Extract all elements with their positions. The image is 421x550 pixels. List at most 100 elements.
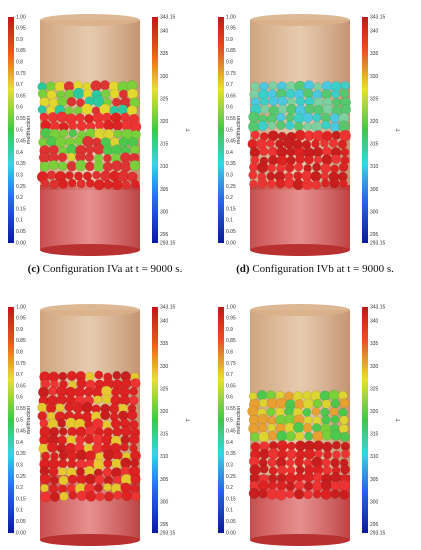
particle <box>259 146 269 157</box>
particle <box>312 490 322 499</box>
particle <box>257 423 268 433</box>
particle <box>268 480 277 490</box>
particle <box>259 464 269 474</box>
particle <box>67 426 77 437</box>
meltfraction-colorbar <box>8 17 14 243</box>
particle <box>111 458 123 469</box>
particle <box>285 458 295 467</box>
meltfraction-tick-label: 0.2 <box>226 195 233 201</box>
particle <box>57 419 67 428</box>
particle <box>329 407 339 417</box>
particle <box>130 474 141 485</box>
meltfraction-tick-label: 0.75 <box>16 71 26 77</box>
particle <box>131 491 141 501</box>
particle <box>85 371 95 382</box>
particle <box>250 432 260 442</box>
particle <box>321 458 331 468</box>
cylinder-bottom <box>250 534 350 546</box>
particle <box>312 480 323 492</box>
particle <box>58 178 69 189</box>
meltfraction-tick-label: 0.3 <box>226 173 233 179</box>
particle <box>58 458 68 469</box>
meltfraction-tick-label: 0.4 <box>16 440 23 446</box>
temperature-tick-label: 330 <box>160 364 169 370</box>
particle <box>330 415 340 424</box>
particle <box>100 89 111 99</box>
particle <box>322 103 334 115</box>
temperature-title: T <box>186 418 192 422</box>
particle <box>276 120 286 130</box>
particle <box>127 88 139 100</box>
caption-label: (c) <box>28 263 41 275</box>
meltfraction-tick-label: 0.25 <box>16 474 26 480</box>
particle <box>46 81 57 92</box>
particle <box>47 441 59 453</box>
particle <box>267 448 280 460</box>
particle <box>249 179 258 189</box>
meltfraction-tick-label: 0.35 <box>226 161 236 167</box>
particle <box>113 490 123 500</box>
caption-label: (d) <box>236 263 250 275</box>
particle <box>68 491 78 500</box>
particle <box>85 161 95 172</box>
meltfraction-tick-label: 0.00 <box>226 530 236 536</box>
panel: 1.00 0.95 0.9 0.85 0.8 0.75 0.7 0.65 0.6 0.55 0.5 0… <box>8 304 192 546</box>
meltfraction-tick-label: 0.00 <box>16 530 26 536</box>
meltfraction-tick-label: 0.55 <box>16 406 26 412</box>
meltfraction-tick-label: 1.00 <box>16 14 26 20</box>
particle <box>338 479 351 492</box>
temperature-tick-label: 310 <box>370 454 379 460</box>
meltfraction-tick-label: 0.85 <box>16 338 26 344</box>
meltfraction-tick-label: 0.85 <box>226 338 236 344</box>
meltfraction-tick-label: 0.95 <box>226 26 236 32</box>
particle <box>129 484 139 494</box>
particle <box>93 160 105 172</box>
particle <box>284 422 295 433</box>
meltfraction-colorbar <box>218 307 224 533</box>
temperature-tick-label: 330 <box>370 74 379 80</box>
particle <box>67 178 77 188</box>
particle <box>103 458 113 468</box>
temperature-tick-label: 310 <box>160 164 169 170</box>
particle <box>285 88 296 99</box>
particle <box>59 128 69 138</box>
particle <box>50 476 59 485</box>
particle <box>302 423 313 433</box>
particle <box>93 459 105 471</box>
particle <box>338 162 349 173</box>
particle <box>94 370 104 380</box>
particle <box>74 136 84 146</box>
particle <box>267 179 276 189</box>
temperature-title: T <box>396 128 402 132</box>
particle <box>84 434 95 445</box>
particle <box>294 162 304 172</box>
meltfraction-tick-label: 0.3 <box>16 173 23 179</box>
particle <box>304 154 314 165</box>
meltfraction-colorbar <box>218 17 224 243</box>
temperature-tick-label: 293.15 <box>160 240 176 246</box>
particle <box>330 480 341 491</box>
particle <box>320 479 332 491</box>
particle <box>100 410 111 421</box>
meltfraction-tick-label: 0.3 <box>226 463 233 469</box>
particle <box>48 484 59 494</box>
particle <box>266 139 275 148</box>
meltfraction-tick-label: 0.1 <box>16 218 23 224</box>
particle <box>128 434 140 445</box>
particle <box>285 431 296 442</box>
meltfraction-tick-label: 0.6 <box>16 105 23 111</box>
meltfraction-tick-label: 0.45 <box>226 429 236 435</box>
meltfraction-tick-label: 0.9 <box>226 327 233 333</box>
particle <box>330 89 340 99</box>
particle <box>83 387 94 397</box>
temperature-title: T <box>186 128 192 132</box>
meltfraction-tick-label: 0.65 <box>226 383 236 389</box>
temperature-tick-label: 293.15 <box>160 530 176 536</box>
temperature-tick-label: 295 <box>160 232 169 238</box>
caption-text: Configuration IVa at t = 9000 s. <box>43 263 183 275</box>
particle <box>332 98 341 107</box>
particle <box>113 129 123 139</box>
particle <box>303 122 313 131</box>
particle <box>64 402 74 412</box>
particle <box>112 426 123 437</box>
